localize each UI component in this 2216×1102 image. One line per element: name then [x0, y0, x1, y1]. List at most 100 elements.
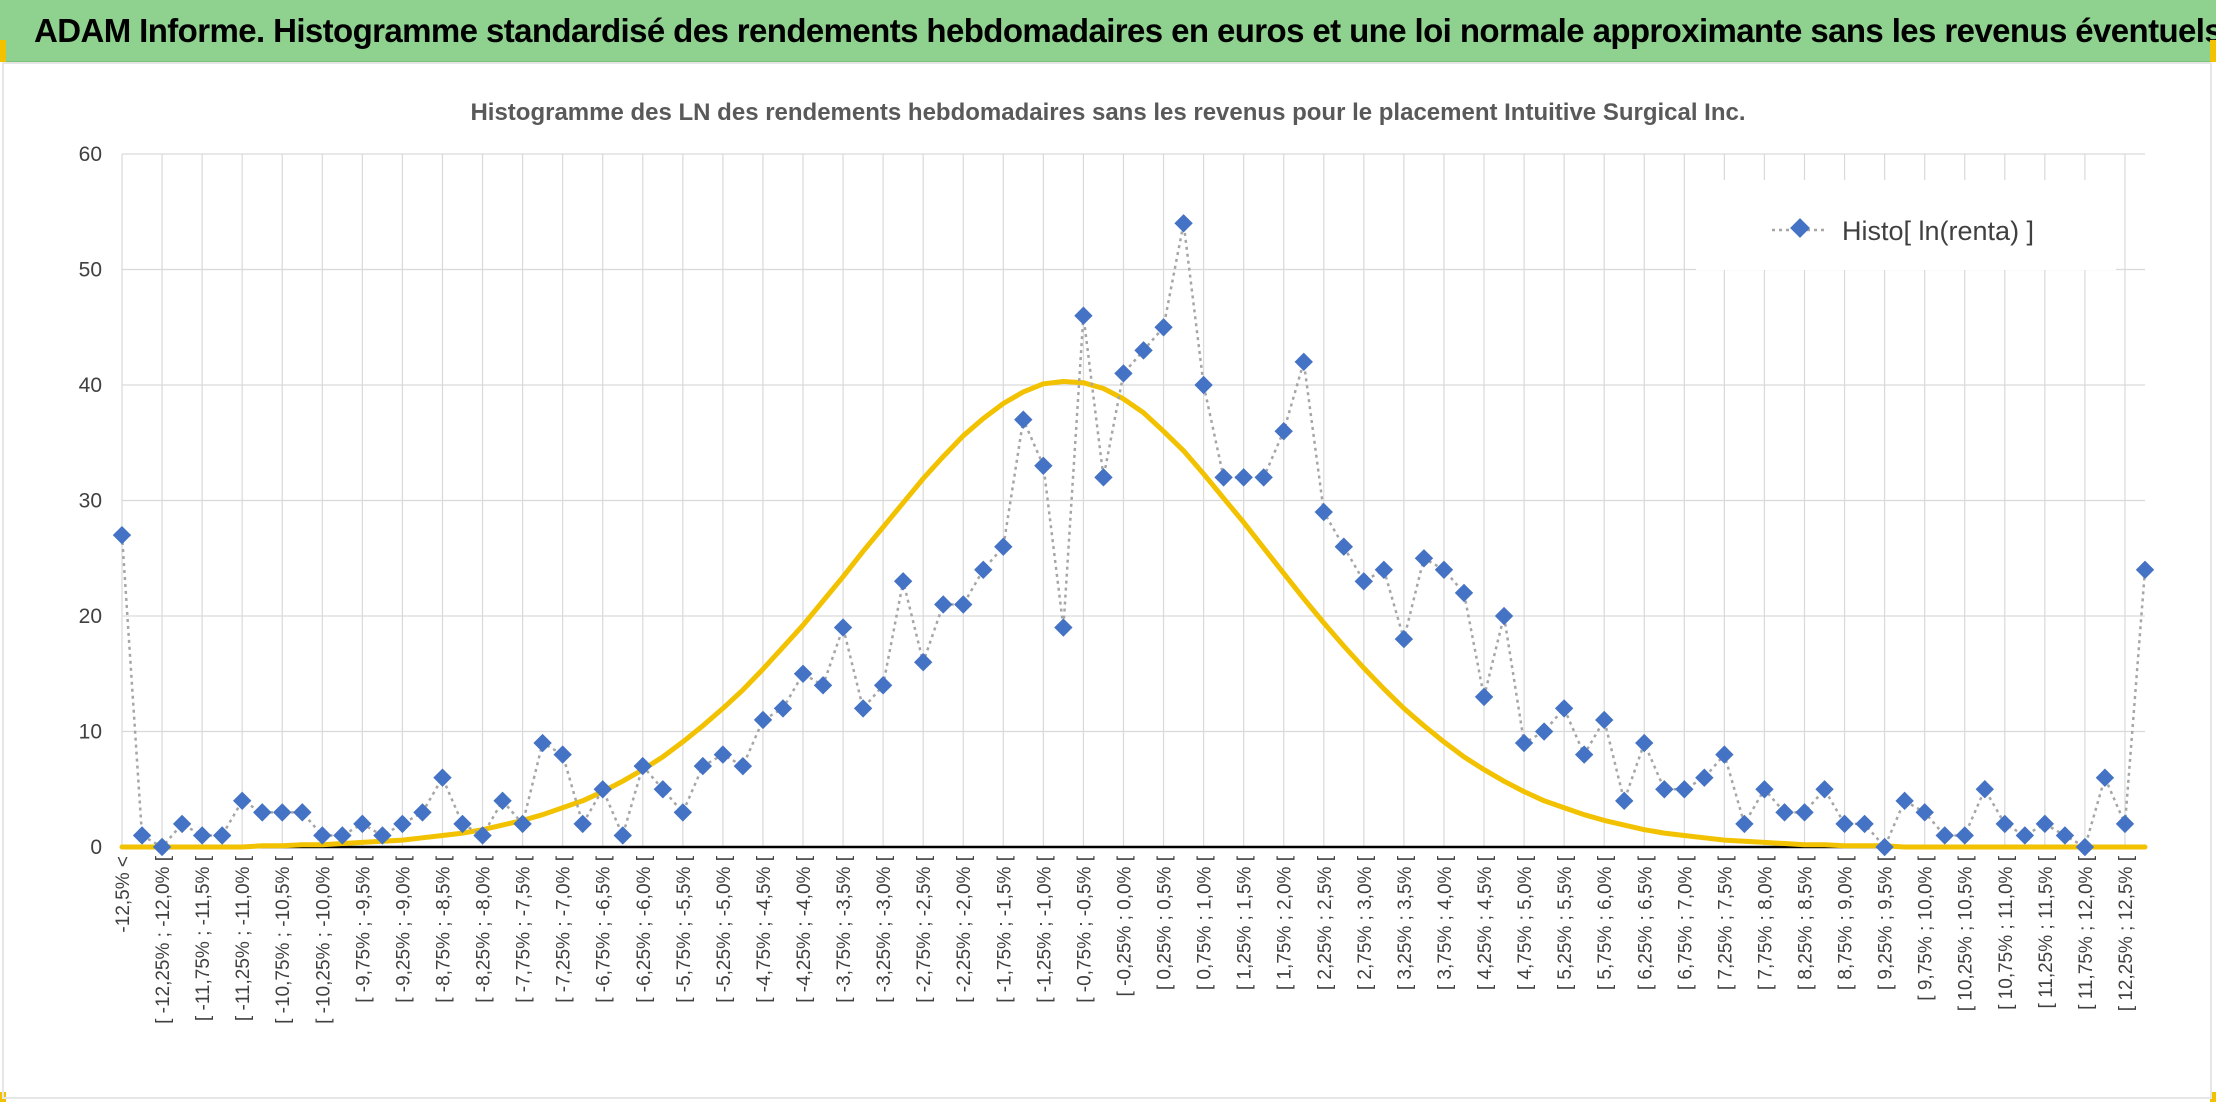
x-tick-label: [ 12,25% ; 12,5% [	[2116, 855, 2137, 1011]
histogram-point	[934, 595, 953, 614]
x-tick-label: [ -10,25% ; -10,0% [	[313, 855, 334, 1024]
x-tick-label: [ -8,25% ; -8,0% [	[474, 855, 495, 1003]
y-tick-label: 30	[79, 490, 102, 513]
x-tick-label: [ 2,25% ; 2,5% [	[1315, 855, 1336, 990]
histogram-point	[1394, 629, 1414, 649]
x-tick-label: [ 2,75% ; 3,0% [	[1355, 855, 1376, 990]
histogram-point	[1374, 560, 1394, 579]
histogram-point	[1494, 606, 1514, 626]
header-left-accent	[0, 40, 6, 62]
x-axis-labels: -12,5% < [ -12,25% ; -12,0% [[ -11,75% ; …	[113, 855, 2137, 1024]
histogram-point	[1014, 410, 1033, 429]
report-title: ADAM Informe. Histogramme standardisé de…	[34, 12, 2216, 49]
histogram-point	[1975, 780, 1995, 799]
histogram-point	[2075, 837, 2095, 857]
x-tick-label: [ -4,75% ; -4,5% [	[754, 855, 775, 1003]
y-tick-label: 50	[79, 259, 102, 282]
histogram-point	[1514, 733, 1534, 753]
x-tick-label: -12,5% <	[113, 856, 134, 933]
x-tick-label: [ 1,75% ; 2,0% [	[1275, 855, 1296, 990]
histogram-point	[1054, 618, 1073, 637]
histogram-point	[1354, 572, 1373, 591]
histogram-series-group	[112, 214, 2155, 857]
histogram-point	[413, 803, 432, 822]
histogram-point	[954, 595, 973, 614]
histogram-series-line	[120, 223, 2147, 850]
histogram-point	[112, 525, 132, 545]
histogram-point	[713, 745, 733, 764]
histogram-point	[232, 791, 252, 810]
histogram-point	[1995, 814, 2014, 834]
histogram-point	[1414, 549, 1434, 568]
histogram-point	[873, 676, 893, 695]
x-tick-label: [ 10,25% ; 10,5% [	[1956, 855, 1977, 1011]
histogram-point	[1635, 733, 1654, 753]
histogram-point	[533, 733, 552, 753]
y-tick-label: 0	[90, 836, 102, 859]
y-axis-ticks: 0 10 20 30 40 50 60	[79, 143, 102, 859]
x-tick-label: [ 3,25% ; 3,5% [	[1395, 855, 1416, 990]
histogram-point	[1214, 468, 1233, 487]
histogram-point	[1314, 502, 1333, 522]
histogram-point	[673, 803, 693, 822]
histogram-point	[773, 699, 793, 718]
histogram-point	[633, 756, 652, 776]
histogram-point	[1855, 814, 1874, 834]
histogram-point	[1955, 826, 1974, 845]
y-tick-label: 60	[79, 143, 102, 166]
x-tick-label: [ 5,25% ; 5,5% [	[1555, 855, 1576, 990]
y-tick-label: 20	[79, 605, 102, 628]
histogram-point	[253, 803, 272, 822]
histogram-point	[1094, 468, 1113, 487]
histogram-point	[212, 826, 232, 845]
x-tick-label: [ 6,75% ; 7,0% [	[1675, 855, 1696, 990]
histogram-point	[1655, 780, 1674, 799]
histogram-point	[1795, 803, 1814, 822]
x-tick-label: [ 9,25% ; 9,5% [	[1876, 855, 1897, 990]
y-tick-label: 40	[79, 374, 102, 397]
histogram-point	[152, 837, 172, 857]
x-tick-label: [ -2,25% ; -2,0% [	[954, 855, 975, 1003]
histogram-point	[1915, 803, 1934, 822]
x-tick-label: [ -1,75% ; -1,5% [	[994, 855, 1015, 1003]
x-tick-label: [ 6,25% ; 6,5% [	[1635, 855, 1656, 990]
histogram-point	[1595, 710, 1614, 730]
x-tick-label: [ 8,25% ; 8,5% [	[1795, 855, 1816, 990]
histogram-point	[733, 756, 753, 776]
histogram-point	[1474, 687, 1494, 707]
histogram-point	[1835, 814, 1854, 834]
x-tick-label: [ 11,75% ; 12,0% [	[2076, 855, 2097, 1010]
histogram-point	[1534, 722, 1554, 741]
histogram-point	[493, 791, 512, 810]
histogram-point	[1735, 814, 1754, 834]
histogram-point	[1454, 583, 1474, 603]
histogram-point	[1935, 826, 1954, 845]
x-tick-label: [ 7,75% ; 8,0% [	[1755, 855, 1776, 990]
histogram-point	[573, 814, 592, 834]
histogram-point	[293, 803, 312, 822]
x-tick-label: [ 5,75% ; 6,0% [	[1595, 855, 1616, 990]
x-tick-label: [ 10,75% ; 11,0% [	[1996, 855, 2017, 1010]
histogram-point	[793, 664, 813, 683]
histogram-point	[1895, 791, 1914, 811]
normal-curve-group	[119, 379, 2148, 850]
histogram-point	[1254, 468, 1273, 487]
histogram-point	[172, 814, 192, 834]
x-tick-label: [ -5,25% ; -5,0% [	[714, 855, 735, 1003]
x-tick-label: [ -6,25% ; -6,0% [	[634, 855, 655, 1003]
x-tick-label: [ 0,75% ; 1,0% [	[1195, 855, 1216, 990]
normal-curve-line	[119, 379, 2148, 850]
histogram-point	[693, 756, 713, 776]
x-tick-label: [ -1,25% ; -1,0% [	[1034, 855, 1055, 1003]
histogram-point	[132, 826, 152, 845]
x-tick-label: [ -12,25% ; -12,0% [	[153, 855, 174, 1024]
histogram-point	[1114, 364, 1133, 383]
y-tick-label: 10	[79, 721, 102, 744]
x-tick-label: [ 4,75% ; 5,0% [	[1515, 855, 1536, 990]
report-header: ADAM Informe. Histogramme standardisé de…	[0, 0, 2216, 62]
histogram-point	[1234, 468, 1253, 487]
histogram-point	[1034, 456, 1053, 476]
x-tick-label: [ -10,75% ; -10,5% [	[273, 855, 294, 1024]
histogram-point	[1715, 745, 1734, 764]
histogram-point	[393, 814, 412, 834]
